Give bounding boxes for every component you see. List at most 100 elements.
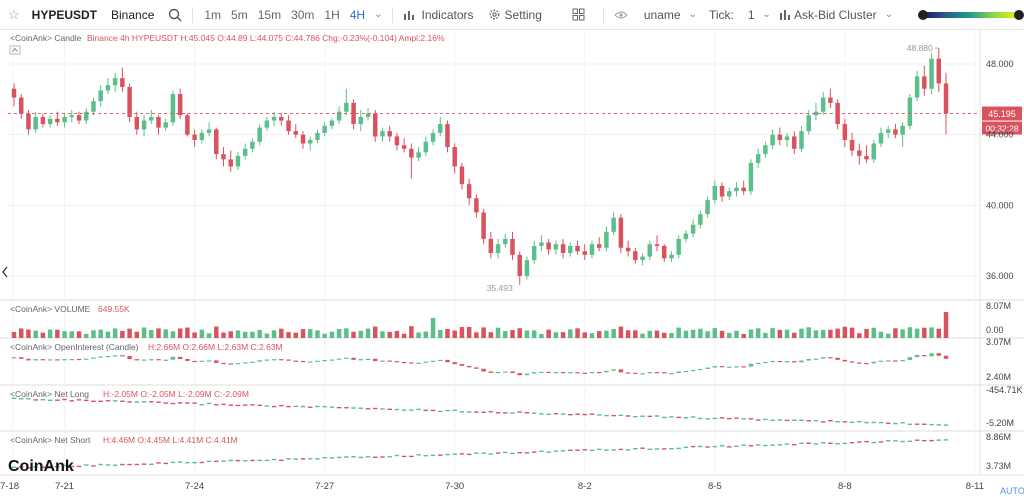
oi-candle [112,355,118,357]
net-long-mark [156,401,161,403]
net-long-mark [842,421,848,423]
candle-body [885,129,891,133]
coinank-watermark: CoinAnk [8,458,74,475]
timeframe-30m[interactable]: 30m [291,7,315,22]
volume-bar [322,333,327,338]
volume-bar [885,333,891,338]
candle-body [466,184,472,199]
net-short-mark [235,459,241,462]
oi-candle [329,359,335,361]
oi-candle [481,368,486,372]
net-short-mark [553,450,559,452]
volume-bar [423,331,429,338]
net-short-mark [510,452,515,455]
net-short-mark [170,461,176,464]
volume-bar [864,328,869,338]
setting-button[interactable]: Setting [484,0,546,30]
net-short-mark [669,447,674,450]
net-long-mark [546,413,551,415]
net-long-mark [719,417,725,419]
net-short-mark [539,450,544,452]
net-short-mark [777,444,783,446]
volume-bar [33,330,38,338]
net-long-mark [669,416,674,418]
net-long-mark [120,400,125,402]
net-long-mark [98,400,103,403]
oi-panel-title: <CoinAnk> OpenInterest (Candle) [10,342,139,352]
volume-bar [842,326,848,338]
timeframe-4h[interactable]: 4H [349,7,366,22]
candle-body [380,131,385,137]
user-label[interactable]: uname [643,7,681,22]
collapse-toggle[interactable] [9,45,21,55]
eye-icon[interactable] [610,0,632,30]
net-short-mark [618,448,624,451]
oi-candle [149,359,154,361]
volume-bar [401,333,407,338]
heatmap-gradient-slider[interactable] [918,9,1024,20]
candle-body [62,117,67,123]
volume-bars [11,312,949,338]
auto-scale-button[interactable]: AUTO [1000,486,1024,496]
volume-bar [286,332,291,338]
candle-body [33,117,38,130]
candle-body [640,256,645,261]
net-short-mark [279,459,284,462]
net-long-mark [373,407,378,410]
net-long-mark [741,418,746,420]
user-dropdown-icon[interactable]: ⌄ [688,9,697,20]
chevron-left-icon[interactable] [2,266,8,278]
net-long-mark [452,409,457,412]
volume-bar [835,328,840,338]
net-short-mark [141,463,147,465]
candle-body [192,134,197,140]
oi-candle [539,371,544,374]
layout-grid-icon[interactable] [568,0,589,30]
timeframe-dropdown-icon[interactable]: ⌄ [374,9,383,20]
indicators-button[interactable]: Indicators [399,0,477,30]
net-long-mark [365,408,371,410]
volume-bar [719,330,725,338]
volume-bar [813,330,819,338]
oi-candle [315,360,320,362]
candle-body [336,111,342,121]
oi-candle [120,355,125,357]
oi-candle [568,372,573,374]
net-long-mark [820,421,826,423]
net-long-mark [770,419,775,421]
candle-body [322,125,327,133]
timeframe-1h[interactable]: 1H [324,7,340,22]
net-long-mark [568,413,573,416]
timeframe-5m[interactable]: 5m [231,7,248,22]
slider-right-handle[interactable] [1014,9,1024,20]
net-long-mark [575,413,580,415]
volume-bar [517,328,522,338]
symbol-label[interactable]: HYPEUSDT [31,7,97,22]
volume-bar [149,329,154,338]
tick-value[interactable]: 1 [747,7,755,22]
candle-body [539,242,544,246]
net-long-mark [676,416,681,419]
tick-dropdown-icon[interactable]: ⌄ [762,9,771,20]
slider-left-handle[interactable] [918,9,929,20]
price-chart[interactable]: 45.195 00:32:28 48.000 44.000 40.000 36.000 48… [0,30,1024,497]
candle-body [531,245,537,261]
favorite-star-icon[interactable]: ☆ [8,6,20,22]
oi-candle [835,357,840,360]
net-long-mark [524,412,530,414]
cluster-dropdown-icon[interactable]: ⌄ [884,9,894,20]
timeframe-1m[interactable]: 1m [204,7,222,22]
exchange-label[interactable]: Binance [111,7,155,22]
candle-body [719,185,725,197]
cluster-button[interactable]: Ask-Bid Cluster [775,0,881,30]
oi-candle [719,366,725,368]
search-icon[interactable] [164,0,186,30]
net-long-mark [835,421,840,423]
net-short-mark [149,463,154,466]
volume-bar [380,331,385,338]
candle-body [206,129,212,133]
timeframe-15m[interactable]: 15m [257,7,282,22]
countdown-tag [982,121,1022,135]
oi-candle [524,373,530,376]
net-short-mark [120,463,125,466]
